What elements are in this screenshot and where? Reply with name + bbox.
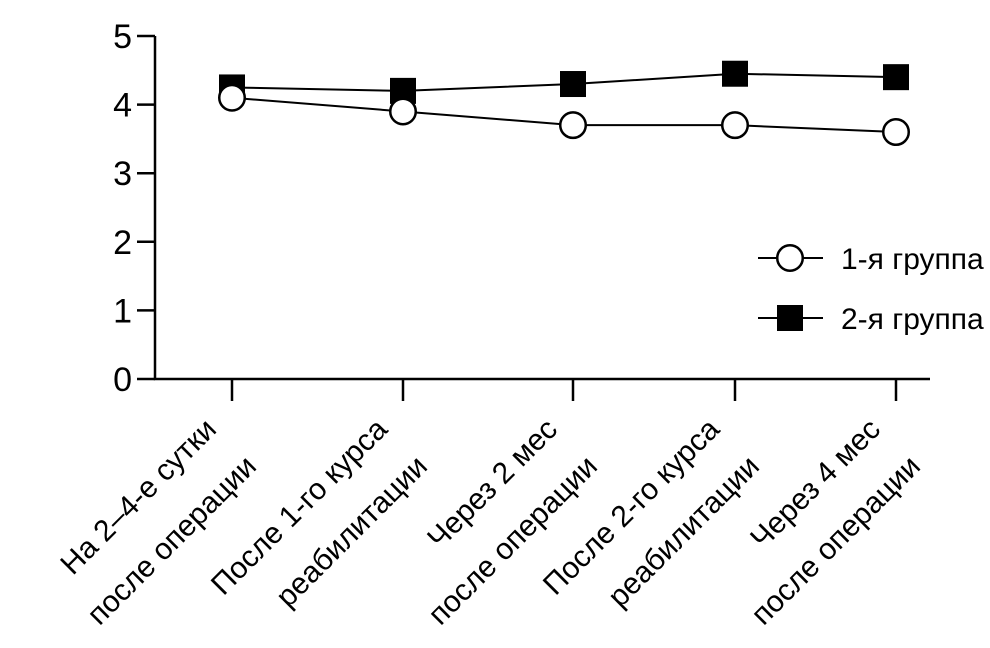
data-point-square-s2 xyxy=(560,71,586,98)
y-tick-label: 1 xyxy=(113,292,132,330)
legend-label: 2-я группа xyxy=(841,303,984,336)
legend-marker-square xyxy=(777,305,803,331)
legend-label: 1-я группа xyxy=(841,243,984,276)
y-tick-label: 2 xyxy=(113,224,132,262)
data-point-circle-s1 xyxy=(882,118,910,147)
y-tick-label: 3 xyxy=(113,155,132,193)
data-point-circle-s1 xyxy=(721,111,749,140)
data-point-square-s2 xyxy=(883,64,909,91)
data-point-circle-s1 xyxy=(559,111,587,140)
data-point-circle-s1 xyxy=(218,83,246,112)
line-chart-figure: 0 1 2 3 4 5 На 2–4-е сутки после операции После … xyxy=(40,16,990,632)
y-tick-label: 0 xyxy=(113,361,132,399)
data-point-square-s2 xyxy=(722,60,748,87)
data-point-circle-s1 xyxy=(389,97,417,126)
y-tick-label: 4 xyxy=(113,87,132,125)
y-tick-label: 5 xyxy=(113,18,132,56)
legend-marker-circle xyxy=(776,244,804,272)
